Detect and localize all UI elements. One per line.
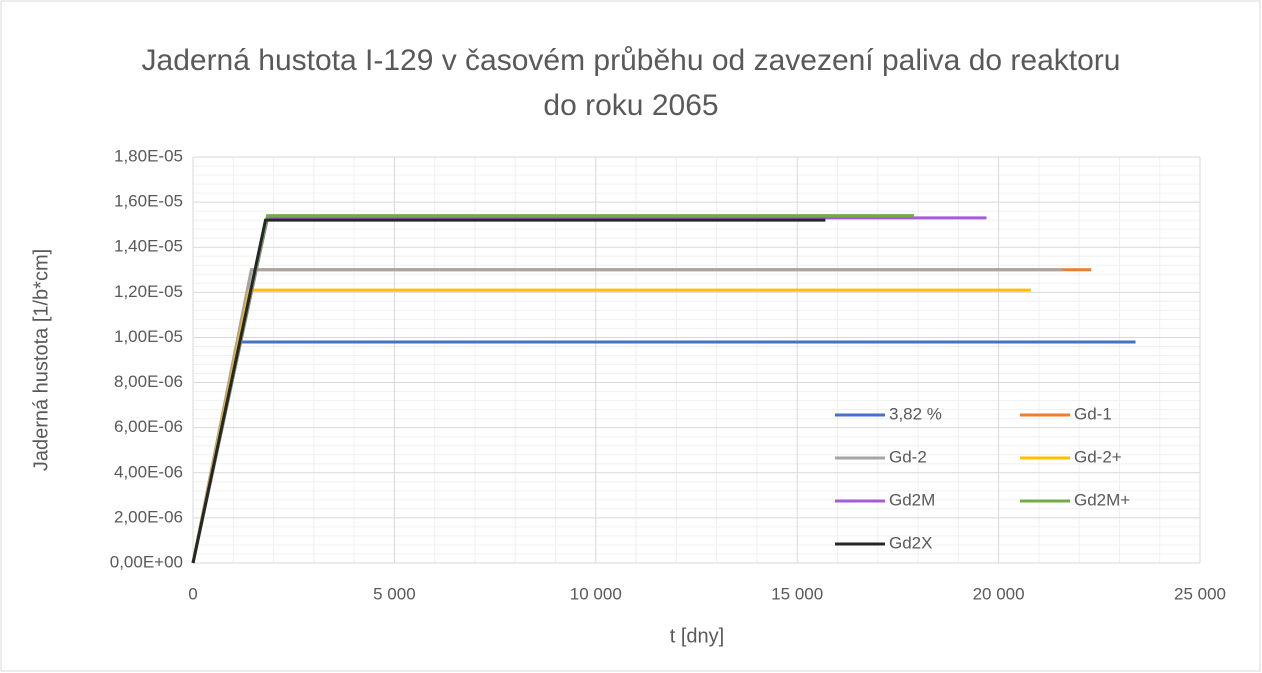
y-tick-label: 1,40E-05 xyxy=(114,237,183,256)
y-tick-label: 6,00E-06 xyxy=(114,417,183,436)
legend-label: Gd-2 xyxy=(889,447,927,466)
x-tick-label: 0 xyxy=(188,584,197,603)
y-tick-label: 4,00E-06 xyxy=(114,462,183,481)
legend-label: 3,82 % xyxy=(889,404,942,423)
legend-label: Gd2M+ xyxy=(1074,490,1130,509)
x-axis-title: t [dny] xyxy=(670,625,724,647)
y-tick-label: 1,00E-05 xyxy=(114,327,183,346)
legend-label: Gd-1 xyxy=(1074,404,1112,423)
x-tick-label: 5 000 xyxy=(373,584,416,603)
y-tick-label: 8,00E-06 xyxy=(114,372,183,391)
y-tick-label: 1,80E-05 xyxy=(114,146,183,165)
legend-label: Gd2X xyxy=(889,533,932,552)
legend-label: Gd-2+ xyxy=(1074,447,1122,466)
y-tick-label: 0,00E+00 xyxy=(110,552,183,571)
chart-title: Jaderná hustota I-129 v časovém průběhu … xyxy=(141,44,1121,122)
y-tick-label: 2,00E-06 xyxy=(114,507,183,526)
x-tick-label: 10 000 xyxy=(570,584,622,603)
y-tick-label: 1,20E-05 xyxy=(114,282,183,301)
x-tick-label: 25 000 xyxy=(1174,584,1226,603)
x-tick-label: 15 000 xyxy=(771,584,823,603)
x-tick-label: 20 000 xyxy=(973,584,1025,603)
y-tick-label: 1,60E-05 xyxy=(114,192,183,211)
y-axis-title: Jaderná hustota [1/b*cm] xyxy=(30,249,52,471)
series-line xyxy=(191,218,826,564)
legend-label: Gd2M xyxy=(889,490,935,509)
